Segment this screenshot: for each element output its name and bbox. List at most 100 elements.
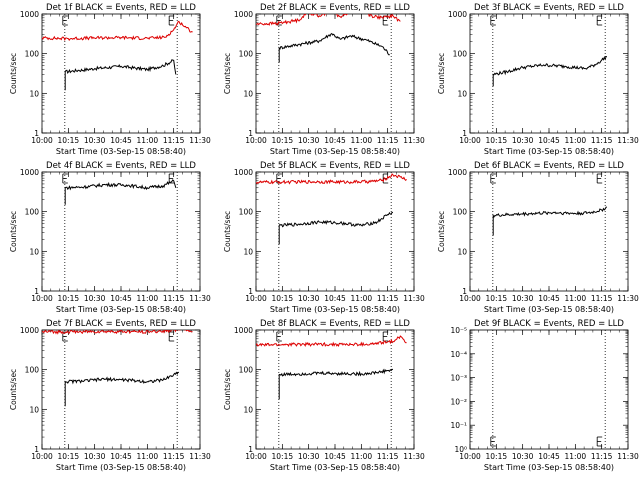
- det-panel-9: Det 9f BLACK = Events, RED = LLD 10⁰ 10⁻¹ 1…: [450, 319, 639, 472]
- x-tick-label: 10:45: [324, 136, 346, 145]
- y-axis-label: Counts/sec: [437, 211, 446, 252]
- y-tick-label: 100: [453, 50, 468, 59]
- y-tick-label: 10: [29, 89, 39, 98]
- det-panel-8: Det 8f BLACK = Events, RED = LLD 1 10 100 10…: [223, 319, 425, 472]
- x-tick-label: 10:15: [486, 452, 508, 461]
- x-tick-label: 10:15: [272, 136, 294, 145]
- y-tick-label: 1000: [234, 10, 253, 19]
- interval-flag: [490, 436, 496, 447]
- x-axis-label: Start Time (03-Sep-15 08:58:40): [270, 305, 400, 314]
- y-tick-label: 1: [248, 287, 253, 296]
- plot-frame: [469, 329, 629, 450]
- y-tick-label: 10: [457, 247, 467, 256]
- x-axis-label: Start Time (03-Sep-15 08:58:40): [484, 147, 614, 156]
- x-tick-label: 11:30: [403, 294, 425, 303]
- panel-title: Det 9f BLACK = Events, RED = LLD: [474, 319, 624, 329]
- x-tick-label: 11:15: [377, 452, 399, 461]
- y-tick-label: 1000: [448, 168, 467, 177]
- x-tick-label: 11:15: [591, 452, 613, 461]
- det-panel-2: Det 2f BLACK = Events, RED = LLD 1 10 100 10…: [223, 3, 425, 156]
- x-tick-label: 11:30: [189, 452, 211, 461]
- x-tick-label: 10:30: [298, 136, 320, 145]
- x-tick-label: 11:30: [403, 452, 425, 461]
- plot-frame: [255, 13, 415, 134]
- interval-flag: [596, 436, 603, 447]
- y-axis-label: Counts/sec: [223, 53, 232, 94]
- y-tick-label: 1: [34, 129, 39, 138]
- x-tick-label: 10:00: [31, 136, 53, 145]
- y-axis-label: Counts/sec: [223, 211, 232, 252]
- series-line-lld: [256, 173, 407, 185]
- y-tick-label: 10: [29, 247, 39, 256]
- x-tick-label: 10:30: [298, 452, 320, 461]
- x-tick-label: 11:30: [403, 136, 425, 145]
- x-axis-label: Start Time (03-Sep-15 08:58:40): [270, 463, 400, 472]
- det-panel-6: Det 6f BLACK = Events, RED = LLD 1 10 100 10…: [437, 161, 639, 314]
- x-axis-label: Start Time (03-Sep-15 08:58:40): [56, 463, 186, 472]
- series-line-events: [278, 32, 390, 63]
- x-axis-label: Start Time (03-Sep-15 08:58:40): [56, 305, 186, 314]
- y-tick-label: 100: [239, 366, 254, 375]
- interval-flag: [596, 15, 603, 26]
- x-tick-label: 10:30: [512, 136, 534, 145]
- det-panel-4: Det 4f BLACK = Events, RED = LLD 1 10 100 10…: [9, 161, 211, 314]
- y-tick-label: 10⁻⁵: [450, 326, 467, 335]
- series-line-events: [64, 179, 177, 205]
- x-axis-label: Start Time (03-Sep-15 08:58:40): [270, 147, 400, 156]
- y-tick-label: 1000: [448, 10, 467, 19]
- series-line-events: [278, 368, 394, 400]
- x-tick-label: 11:00: [351, 294, 373, 303]
- x-tick-label: 11:30: [617, 294, 639, 303]
- x-axis-label: Start Time (03-Sep-15 08:58:40): [484, 463, 614, 472]
- y-tick-label: 1: [248, 445, 253, 454]
- x-tick-label: 10:00: [245, 294, 267, 303]
- y-tick-label: 1000: [234, 168, 253, 177]
- x-tick-label: 11:30: [617, 452, 639, 461]
- det-panel-7: Det 7f BLACK = Events, RED = LLD 1 10 100 10…: [9, 319, 211, 472]
- x-tick-label: 10:00: [459, 294, 481, 303]
- x-tick-label: 11:30: [189, 136, 211, 145]
- panel-title: Det 5f BLACK = Events, RED = LLD: [260, 161, 410, 171]
- x-tick-label: 11:00: [565, 294, 587, 303]
- x-tick-label: 11:00: [137, 136, 159, 145]
- y-tick-label: 1: [34, 445, 39, 454]
- panel-title: Det 1f BLACK = Events, RED = LLD: [46, 3, 196, 13]
- series-line-events: [492, 206, 607, 236]
- series-line-lld: [256, 335, 407, 348]
- y-axis-label: Counts/sec: [223, 369, 232, 410]
- series-line-lld: [42, 20, 193, 41]
- panel-title: Det 6f BLACK = Events, RED = LLD: [474, 161, 624, 171]
- y-tick-label: 10⁻²: [450, 397, 467, 406]
- x-tick-label: 10:45: [538, 294, 560, 303]
- panel-title: Det 3f BLACK = Events, RED = LLD: [474, 3, 624, 13]
- series-line-events: [64, 59, 177, 91]
- interval-flag: [62, 173, 68, 184]
- x-tick-label: 10:00: [31, 294, 53, 303]
- x-tick-label: 11:15: [377, 294, 399, 303]
- x-tick-label: 10:00: [459, 452, 481, 461]
- interval-flag: [168, 331, 175, 342]
- y-tick-label: 10: [243, 89, 253, 98]
- x-tick-label: 11:00: [137, 294, 159, 303]
- y-tick-label: 100: [453, 208, 468, 217]
- series-line-events: [278, 211, 394, 245]
- x-tick-label: 11:00: [351, 136, 373, 145]
- panel-title: Det 7f BLACK = Events, RED = LLD: [46, 319, 196, 329]
- y-tick-label: 1000: [20, 168, 39, 177]
- x-tick-label: 10:15: [272, 452, 294, 461]
- x-tick-label: 11:15: [163, 136, 185, 145]
- interval-flag: [596, 173, 603, 184]
- y-tick-label: 10⁻¹: [450, 421, 467, 430]
- y-tick-label: 100: [239, 50, 254, 59]
- plot-frame: [469, 13, 629, 134]
- y-tick-label: 1000: [20, 326, 39, 335]
- y-tick-label: 1000: [234, 326, 253, 335]
- y-tick-label: 1: [462, 287, 467, 296]
- interval-flag: [490, 173, 496, 184]
- interval-flag: [276, 331, 282, 342]
- x-tick-label: 10:00: [31, 452, 53, 461]
- x-tick-label: 10:15: [58, 136, 80, 145]
- panel-title: Det 2f BLACK = Events, RED = LLD: [260, 3, 410, 13]
- det-panel-3: Det 3f BLACK = Events, RED = LLD 1 10 100 10…: [437, 3, 639, 156]
- x-tick-label: 10:45: [324, 294, 346, 303]
